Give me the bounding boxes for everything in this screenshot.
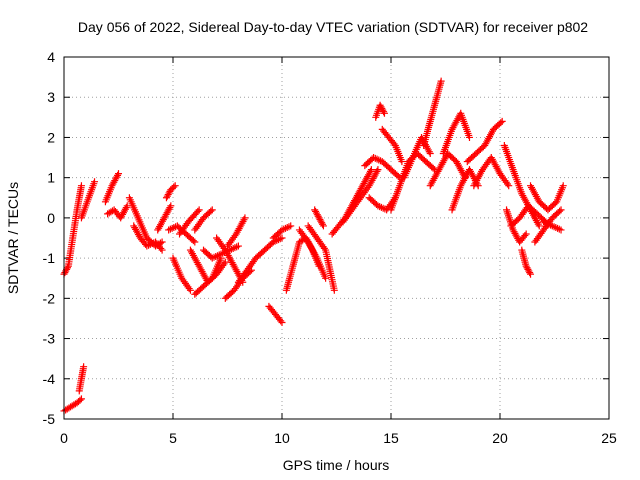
y-tick-label: 0	[47, 210, 55, 226]
data-point	[189, 237, 197, 245]
y-tick-label: -1	[43, 250, 56, 266]
data-point	[186, 286, 194, 294]
data-point	[191, 238, 199, 246]
data-point	[497, 119, 505, 127]
data-point	[231, 232, 239, 240]
data-point	[367, 166, 375, 174]
x-tick-label: 20	[492, 430, 508, 446]
data-point	[559, 182, 567, 190]
data-point	[303, 236, 311, 244]
data-point	[221, 258, 229, 266]
y-tick-label: 4	[47, 49, 55, 65]
data-point	[80, 363, 88, 371]
data-point	[319, 222, 327, 230]
data-point	[322, 274, 330, 282]
y-tick-label: -4	[43, 371, 56, 387]
y-tick-label: -5	[43, 411, 56, 427]
data-point	[557, 226, 565, 234]
data-point	[390, 140, 398, 148]
data-point	[330, 286, 338, 294]
data-point	[380, 109, 388, 117]
data-point	[437, 77, 445, 85]
data-point	[557, 206, 565, 214]
data-point	[278, 318, 286, 326]
data-point	[366, 167, 374, 175]
data-point	[170, 183, 178, 191]
data-point	[535, 222, 543, 230]
data-point	[374, 166, 382, 174]
data-point	[527, 270, 535, 278]
x-axis-label: GPS time / hours	[283, 457, 390, 473]
data-point	[522, 230, 530, 238]
y-tick-label: -2	[43, 290, 56, 306]
data-point	[171, 182, 179, 190]
data-marks	[60, 77, 567, 415]
y-tick-label: 3	[47, 89, 55, 105]
data-point	[277, 317, 285, 325]
data-point	[122, 204, 130, 212]
data-point	[76, 396, 84, 404]
data-point	[77, 395, 85, 403]
data-point	[364, 183, 372, 191]
plot-frame	[63, 56, 610, 420]
y-axis-label: SDTVAR / TECUs	[5, 182, 21, 294]
data-point	[398, 158, 406, 166]
data-point	[429, 164, 437, 172]
data-point	[319, 220, 327, 228]
data-point	[77, 182, 85, 190]
data-point	[465, 133, 473, 141]
data-point	[380, 108, 388, 116]
x-tick-label: 25	[601, 430, 617, 446]
data-point	[234, 242, 242, 250]
data-point	[91, 178, 99, 186]
data-point	[426, 150, 434, 158]
data-point	[287, 222, 295, 230]
data-point	[526, 269, 534, 277]
data-point	[320, 244, 328, 252]
data-point	[241, 214, 249, 222]
data-point	[63, 264, 71, 272]
chart-title: Day 056 of 2022, Sidereal Day-to-day VTE…	[78, 19, 588, 35]
data-point	[278, 234, 286, 242]
y-tick-label: 1	[47, 170, 55, 186]
data-point	[505, 182, 513, 190]
data-point	[503, 180, 511, 188]
data-point	[207, 207, 215, 215]
data-point	[208, 206, 216, 214]
data-point	[114, 171, 122, 179]
y-tick-label: 2	[47, 129, 55, 145]
data-point	[167, 202, 175, 210]
x-tick-label: 10	[274, 430, 290, 446]
x-axis-ticks: 0 5 10 15 20 25	[60, 57, 617, 446]
data-point	[394, 172, 402, 180]
data-point	[195, 206, 203, 214]
data-point	[109, 207, 117, 215]
data-point	[166, 204, 174, 212]
x-tick-label: 15	[383, 430, 399, 446]
data-point	[115, 170, 122, 178]
y-tick-label: -3	[43, 331, 56, 347]
x-tick-label: 0	[60, 430, 68, 446]
data-point	[157, 244, 165, 252]
x-tick-label: 5	[169, 430, 177, 446]
data-point	[498, 117, 506, 125]
data-point	[158, 238, 166, 246]
data-point	[158, 246, 166, 254]
data-point	[185, 285, 193, 293]
data-point	[194, 207, 202, 215]
y-axis-ticks: -5 -4 -3 -2 -1 0 1 2 3 4	[43, 49, 609, 427]
data-point	[521, 232, 529, 240]
data-point	[556, 207, 564, 215]
